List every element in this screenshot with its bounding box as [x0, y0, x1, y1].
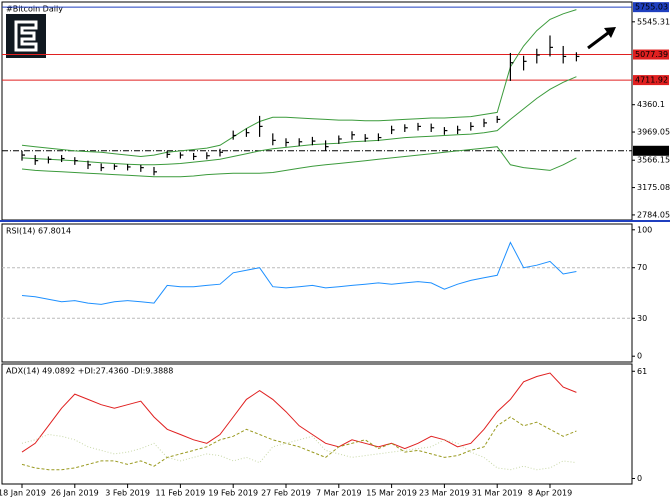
rsi-panel [1, 223, 633, 363]
x-tick-label: 11 Feb 2019 [156, 489, 206, 498]
panel-title: #Bitcoin Daily [6, 5, 63, 14]
x-tick-label: 8 Apr 2019 [528, 489, 572, 498]
level-label: 3701.21 [635, 146, 668, 155]
level-box [633, 75, 669, 86]
series-line [21, 241, 577, 305]
arrow-head [604, 27, 616, 38]
x-tick-label: 26 Jan 2019 [51, 489, 99, 498]
level-box [633, 2, 669, 13]
logo [6, 14, 46, 58]
y-tick-label: 61 [637, 367, 647, 376]
band-line [21, 9, 577, 158]
y-tick-label: 70 [637, 263, 647, 272]
series-line [21, 372, 577, 453]
y-tick-label: 3566.15 [637, 156, 670, 165]
adx-panel [1, 363, 633, 485]
y-tick-label: 3175.08 [637, 183, 670, 192]
y-tick-label: 0 [637, 352, 642, 361]
level-box [633, 49, 669, 60]
x-tick-label: 18 Jan 2019 [0, 489, 46, 498]
y-tick-label: 30 [637, 314, 647, 323]
band-line [21, 76, 577, 166]
y-tick-label: 0 [637, 474, 642, 483]
y-tick-label: 3969.05 [637, 128, 670, 137]
panel-title: RSI(14) 67.8014 [6, 227, 71, 236]
y-tick-label: 2784.05 [637, 210, 670, 219]
level-label: 5755.03 [635, 3, 668, 12]
x-tick-label: 23 Mar 2019 [419, 489, 470, 498]
x-tick-label: 3 Feb 2019 [105, 489, 150, 498]
level-label: 5077.39 [635, 50, 668, 59]
panel-title: ADX(14) 49.0892 +DI:27.4360 -DI:9.3888 [6, 367, 173, 376]
band-line [21, 146, 577, 178]
x-tick-label: 27 Feb 2019 [261, 489, 311, 498]
level-label: 4711.92 [635, 76, 668, 85]
y-tick-label: 4360.1 [637, 100, 665, 109]
y-tick-label: 100 [637, 225, 652, 234]
level-box [633, 145, 669, 156]
x-tick-label: 15 Mar 2019 [366, 489, 417, 498]
x-tick-label: 19 Feb 2019 [208, 489, 258, 498]
y-tick-label: 5545.31 [637, 17, 670, 26]
x-tick-label: 7 Mar 2019 [316, 489, 362, 498]
series-line [21, 416, 577, 471]
x-tick-label: 31 Mar 2019 [472, 489, 523, 498]
